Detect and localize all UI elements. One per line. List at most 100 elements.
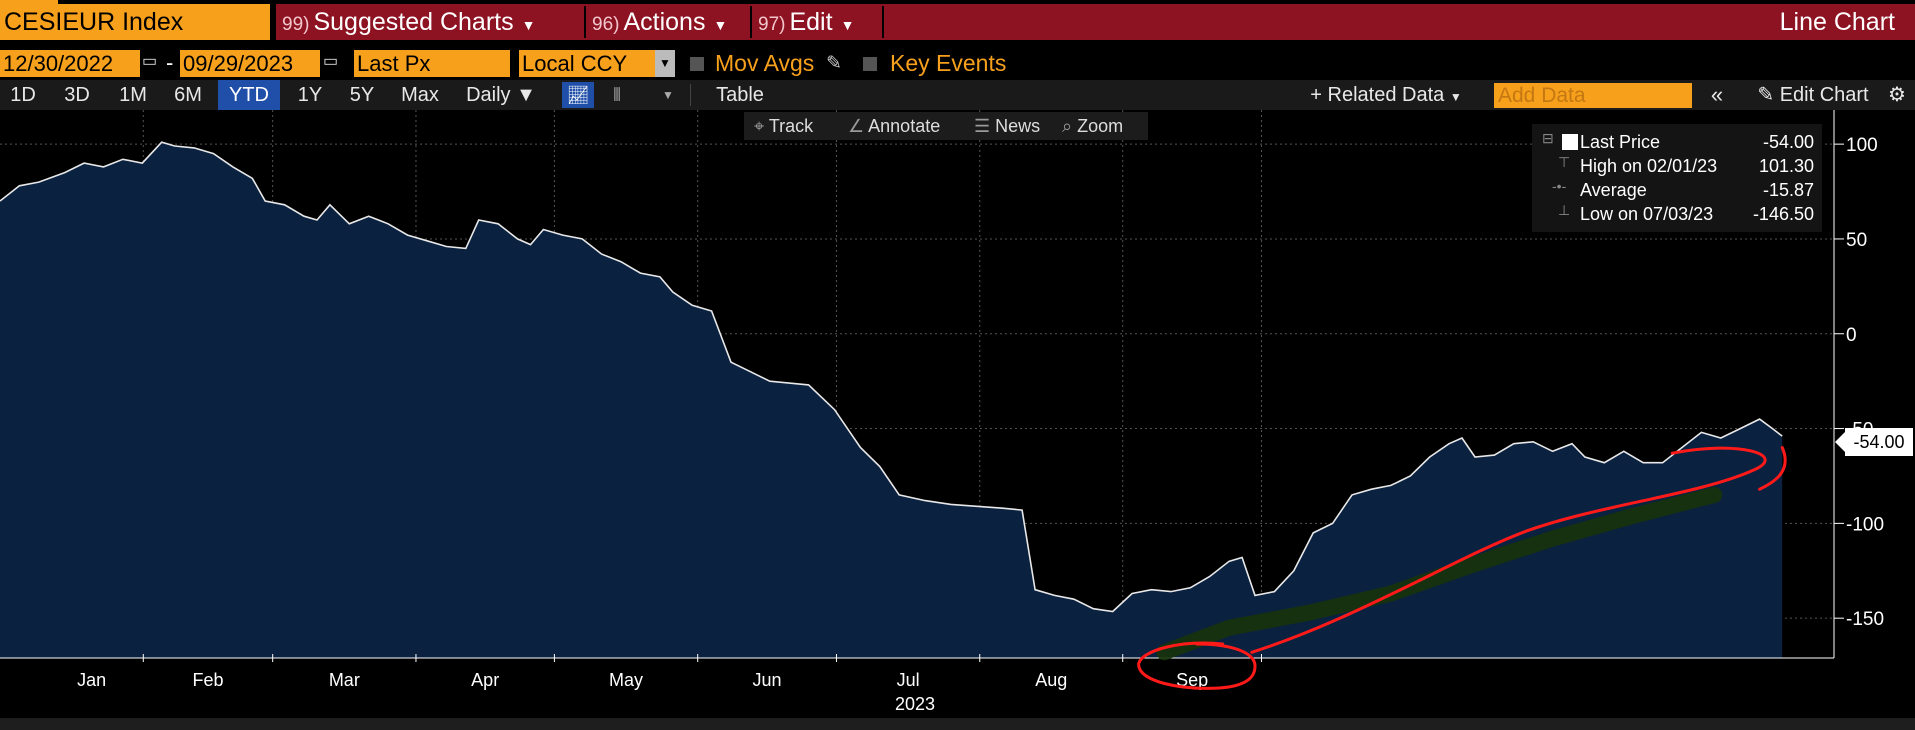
zoom-tool[interactable]: ⌕ Zoom bbox=[1062, 112, 1123, 140]
y-tick-label: 100 bbox=[1846, 135, 1878, 156]
table-button[interactable]: Table bbox=[716, 84, 764, 106]
legend-value: -15.87 bbox=[1762, 180, 1814, 200]
x-tick-label: Apr bbox=[471, 670, 499, 690]
menu-number: 96) bbox=[592, 14, 620, 35]
period-3d[interactable]: 3D bbox=[64, 84, 90, 106]
suggested-charts-menu[interactable]: 99) Suggested Charts ▼ bbox=[282, 4, 535, 40]
collapse-toggle-icon[interactable]: ⊟ bbox=[1542, 130, 1554, 146]
news-label: News bbox=[995, 116, 1041, 136]
end-date-field[interactable]: 09/29/2023 bbox=[180, 50, 320, 77]
y-tick-label: -150 bbox=[1846, 609, 1884, 630]
menu-label: Suggested Charts bbox=[313, 8, 514, 36]
period-1m[interactable]: 1M bbox=[119, 84, 147, 106]
period-6m[interactable]: 6M bbox=[174, 84, 202, 106]
ticker-tab bbox=[0, 0, 58, 4]
menu-separator bbox=[882, 6, 884, 38]
period-bar: 1D 3D 1M 6M YTD 1Y 5Y Max Daily ▼ 📈︎ ⫴ ▼… bbox=[0, 80, 1915, 110]
caret-down-icon: ▼ bbox=[521, 17, 536, 33]
key-events-checkbox[interactable] bbox=[863, 57, 877, 71]
header-bar: CESIEUR Index 99) Suggested Charts ▼ 96) Ac… bbox=[0, 0, 1915, 44]
news-tool[interactable]: ☰ News bbox=[974, 112, 1040, 140]
chart-style-dropdown-icon[interactable]: ▼ bbox=[662, 88, 674, 102]
x-tick-label: Mar bbox=[329, 670, 360, 690]
high-marker-icon: ⊤ bbox=[1558, 154, 1571, 170]
price-area-fill bbox=[0, 142, 1783, 658]
gear-icon[interactable]: ⚙ bbox=[1888, 84, 1906, 106]
legend-key: Low on 07/03/23 bbox=[1580, 204, 1714, 224]
legend-value: -146.50 bbox=[1752, 204, 1814, 224]
candlestick-icon[interactable]: ⫴ bbox=[613, 85, 621, 105]
menu-bar bbox=[276, 4, 1915, 40]
related-data-button[interactable]: + Related Data ▼ bbox=[1296, 80, 1476, 110]
x-tick-label: May bbox=[609, 670, 643, 690]
period-5y[interactable]: 5Y bbox=[349, 84, 375, 106]
legend-last-price[interactable]: ⊟ Last Price -54.00 bbox=[1532, 130, 1822, 154]
legend-value: -54.00 bbox=[1762, 132, 1814, 152]
annotate-label: Annotate bbox=[868, 116, 941, 136]
pencil-icon: ✎ bbox=[1757, 84, 1775, 106]
annotate-tool[interactable]: ∠ Annotate bbox=[848, 112, 940, 140]
average-marker-icon: -•- bbox=[1552, 178, 1567, 194]
chart-tools: ⌖ Track ∠ Annotate ☰ News ⌕ Zoom bbox=[744, 112, 1148, 140]
x-tick-label: Sep bbox=[1176, 670, 1208, 690]
currency-dropdown-icon[interactable]: ▼ bbox=[655, 50, 675, 77]
x-tick-label: Jun bbox=[753, 670, 782, 690]
currency-selector[interactable]: Local CCY bbox=[519, 50, 657, 77]
toolbar-divider bbox=[690, 84, 691, 106]
news-icon: ☰ bbox=[974, 116, 996, 136]
track-tool[interactable]: ⌖ Track bbox=[754, 112, 813, 140]
legend-high: ⊤ High on 02/01/23 101.30 bbox=[1532, 154, 1822, 178]
track-label: Track bbox=[768, 116, 814, 136]
footer-bar bbox=[0, 718, 1915, 730]
period-ytd[interactable]: YTD bbox=[218, 80, 280, 110]
chart-legend: ⊟ Last Price -54.00 ⊤ High on 02/01/23 1… bbox=[1532, 124, 1822, 232]
menu-separator bbox=[584, 6, 586, 38]
low-marker-icon: ⊥ bbox=[1558, 202, 1571, 218]
line-chart-icon[interactable]: 📈︎ bbox=[562, 82, 594, 108]
frequency-selector[interactable]: Daily ▼ bbox=[466, 84, 536, 106]
period-1y[interactable]: 1Y bbox=[297, 84, 323, 106]
related-data-label: + Related Data bbox=[1310, 84, 1445, 106]
period-max[interactable]: Max bbox=[401, 84, 439, 106]
caret-down-icon: ▼ bbox=[1449, 90, 1462, 104]
field-selector[interactable]: Last Px bbox=[354, 50, 510, 77]
mov-avgs-label[interactable]: Mov Avgs bbox=[715, 50, 815, 76]
start-date-field[interactable]: 12/30/2022 bbox=[0, 50, 140, 77]
period-1d[interactable]: 1D bbox=[10, 84, 36, 106]
chart-type-label: Line Chart bbox=[1779, 8, 1895, 36]
actions-menu[interactable]: 96) Actions ▼ bbox=[592, 4, 727, 40]
key-events-label[interactable]: Key Events bbox=[890, 50, 1007, 76]
collapse-icon[interactable]: « bbox=[1710, 82, 1724, 107]
series-swatch bbox=[1562, 134, 1578, 150]
calendar-icon[interactable]: ▭ bbox=[323, 53, 339, 70]
legend-average: -•- Average -15.87 bbox=[1532, 178, 1822, 202]
legend-key: High on 02/01/23 bbox=[1580, 156, 1718, 176]
last-price-tag: -54.00 bbox=[1835, 428, 1913, 456]
annotate-icon: ∠ bbox=[848, 116, 869, 136]
edit-menu[interactable]: 97) Edit ▼ bbox=[758, 4, 854, 40]
x-year-label: 2023 bbox=[895, 694, 935, 714]
caret-down-icon: ▼ bbox=[713, 17, 728, 33]
calendar-icon[interactable]: ▭ bbox=[142, 53, 158, 70]
annotation-circle bbox=[1137, 641, 1257, 690]
ticker-field[interactable]: CESIEUR Index bbox=[0, 4, 270, 40]
legend-key: Average bbox=[1580, 180, 1647, 200]
pencil-icon[interactable]: ✎ bbox=[826, 53, 842, 74]
annotation-arrow bbox=[1250, 446, 1767, 654]
y-tick-label: 50 bbox=[1846, 230, 1867, 251]
options-bar: 12/30/2022 ▭ - 09/29/2023 ▭ Last Px Loca… bbox=[0, 48, 1915, 78]
zoom-label: Zoom bbox=[1077, 116, 1124, 136]
menu-separator bbox=[750, 6, 752, 38]
mov-avgs-checkbox[interactable] bbox=[690, 57, 704, 71]
x-tick-label: Jul bbox=[897, 670, 920, 690]
highlighter-stroke bbox=[1156, 486, 1723, 661]
menu-label: Actions bbox=[623, 8, 706, 36]
price-line bbox=[0, 141, 1783, 613]
annotation-hook bbox=[1758, 446, 1787, 491]
menu-label: Edit bbox=[789, 8, 833, 36]
edit-chart-button[interactable]: ✎ Edit Chart bbox=[1738, 80, 1888, 110]
y-tick-label: 0 bbox=[1846, 325, 1857, 346]
add-data-input[interactable]: Add Data bbox=[1494, 83, 1692, 108]
menu-number: 99) bbox=[282, 14, 310, 35]
